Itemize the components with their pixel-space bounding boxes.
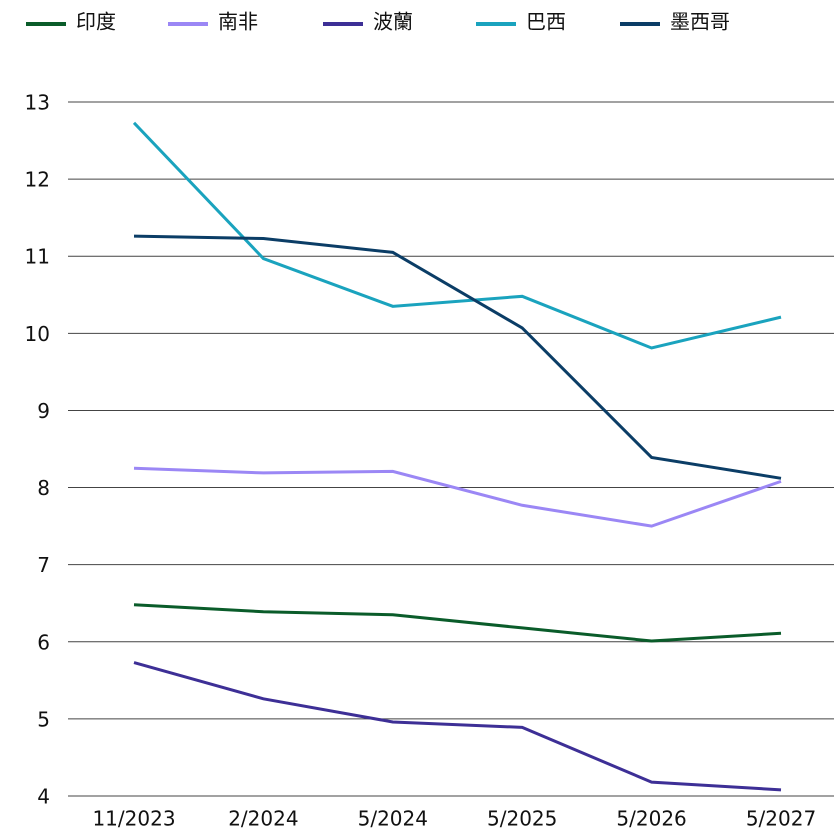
- legend-label: 印度: [76, 10, 116, 34]
- legend-label: 巴西: [526, 10, 566, 34]
- y-tick-label: 9: [37, 399, 50, 423]
- y-tick-label: 13: [25, 91, 50, 115]
- y-tick-label: 8: [37, 476, 50, 500]
- series-line: [133, 466, 782, 528]
- x-tick-label: 5/2024: [358, 807, 428, 831]
- legend-label: 南非: [218, 10, 258, 34]
- y-tick-label: 11: [25, 245, 50, 269]
- y-tick-label: 7: [37, 553, 50, 577]
- series-line: [132, 121, 782, 350]
- x-tick-label: 5/2025: [487, 807, 557, 831]
- y-tick-label: 4: [37, 785, 50, 809]
- x-tick-label: 11/2023: [92, 807, 175, 831]
- series-line: [133, 603, 782, 643]
- y-tick-label: 5: [37, 707, 50, 731]
- x-tick-label: 5/2026: [616, 807, 686, 831]
- y-tick-label: 12: [25, 168, 50, 192]
- series-line: [133, 234, 782, 480]
- x-tick-label: 2/2024: [228, 807, 298, 831]
- x-tick-label: 5/2027: [746, 807, 816, 831]
- y-tick-label: 10: [25, 322, 50, 346]
- legend-label: 墨西哥: [670, 10, 730, 34]
- y-tick-label: 6: [37, 630, 50, 654]
- legend-label: 波蘭: [373, 10, 413, 34]
- series-line: [133, 661, 782, 792]
